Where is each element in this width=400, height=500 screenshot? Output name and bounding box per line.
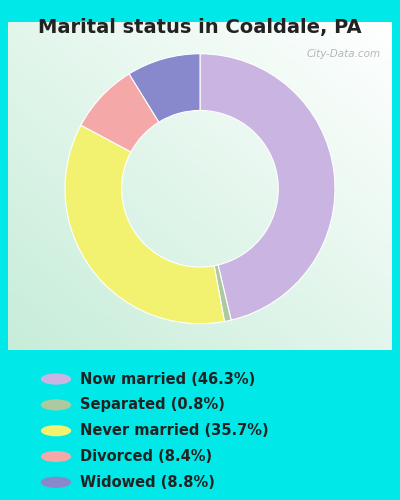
Wedge shape [81,74,159,152]
Circle shape [41,374,71,384]
Text: City-Data.com: City-Data.com [306,48,380,58]
Text: Never married (35.7%): Never married (35.7%) [80,423,269,438]
Wedge shape [129,54,200,122]
Wedge shape [200,54,335,320]
Circle shape [41,476,71,488]
Circle shape [41,451,71,462]
Text: Separated (0.8%): Separated (0.8%) [80,398,225,412]
Wedge shape [214,265,231,322]
Text: Now married (46.3%): Now married (46.3%) [80,372,255,386]
Circle shape [41,400,71,410]
Text: Divorced (8.4%): Divorced (8.4%) [80,449,212,464]
Circle shape [41,425,71,436]
Text: Marital status in Coaldale, PA: Marital status in Coaldale, PA [38,18,362,37]
Text: Widowed (8.8%): Widowed (8.8%) [80,475,215,490]
Wedge shape [65,125,224,324]
